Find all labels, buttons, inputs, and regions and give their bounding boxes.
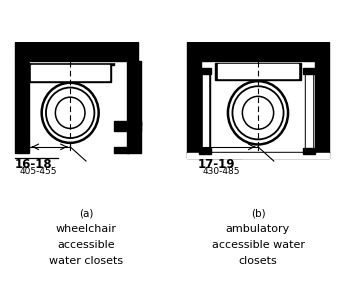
Bar [305, 71, 313, 153]
Bar [200, 148, 211, 154]
Text: closets: closets [239, 256, 277, 266]
Bar [15, 61, 29, 153]
Text: (a): (a) [79, 208, 93, 218]
Bar [29, 64, 111, 82]
Ellipse shape [228, 81, 288, 144]
Bar [200, 68, 211, 74]
Bar [306, 72, 312, 152]
Bar [187, 152, 329, 158]
Text: wheelchair: wheelchair [55, 224, 117, 234]
Bar [201, 71, 210, 153]
Bar [30, 61, 114, 62]
Bar [30, 59, 114, 61]
Text: water closets: water closets [49, 256, 123, 266]
Bar [15, 42, 138, 62]
Bar [115, 122, 141, 131]
Bar [127, 61, 141, 125]
Bar [187, 42, 329, 62]
Text: (b): (b) [251, 208, 265, 218]
Text: accessible: accessible [57, 240, 115, 250]
Text: ambulatory: ambulatory [226, 224, 290, 234]
Bar [187, 61, 201, 153]
Bar [303, 148, 315, 154]
Bar [215, 63, 301, 80]
Text: 430-485: 430-485 [203, 167, 240, 176]
Bar [127, 122, 141, 153]
Bar [218, 64, 298, 78]
Bar [187, 153, 329, 158]
Bar [315, 61, 329, 153]
Bar [303, 68, 315, 74]
Text: accessible water: accessible water [212, 240, 304, 250]
Text: 17-19: 17-19 [198, 158, 235, 171]
Bar [115, 147, 129, 153]
Bar [29, 62, 115, 65]
Bar [203, 72, 208, 152]
Bar [31, 64, 109, 80]
Text: 16-18: 16-18 [15, 158, 52, 171]
Ellipse shape [42, 83, 99, 143]
Text: 405-455: 405-455 [20, 167, 57, 176]
